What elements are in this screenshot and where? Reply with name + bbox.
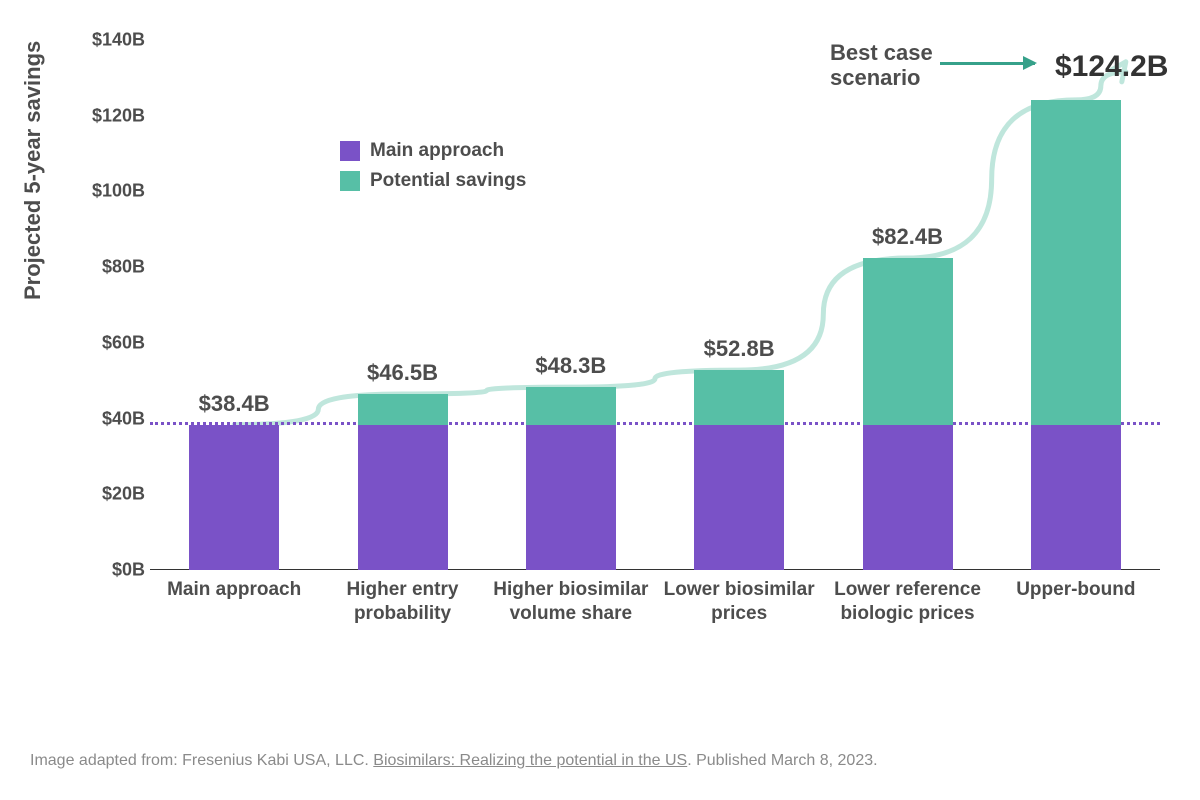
bar-segment-potential xyxy=(863,258,953,425)
legend-item-potential: Potential savings xyxy=(340,170,526,192)
category-label: Main approach xyxy=(154,578,314,602)
annotation-label: Best case scenario xyxy=(830,40,933,91)
bar-segment-main xyxy=(694,425,784,570)
x-axis-line xyxy=(150,569,1160,570)
bar-segment-potential xyxy=(1031,100,1121,425)
chart-container: Projected 5-year savings $0B$20B$40B$60B… xyxy=(0,0,1200,800)
category-label: Higher entry probability xyxy=(323,578,483,626)
footnote-underlined: Biosimilars: Realizing the potential in … xyxy=(373,752,687,769)
category-label: Higher biosimilar volume share xyxy=(491,578,651,626)
y-axis-title: Projected 5-year savings xyxy=(20,41,46,300)
bar-segment-main xyxy=(863,425,953,570)
bar-segment-potential xyxy=(358,394,448,425)
annotation-line1: Best case xyxy=(830,40,933,65)
annotation-line2: scenario xyxy=(830,65,921,90)
legend-item-main: Main approach xyxy=(340,140,504,162)
bar-total-label: $82.4B xyxy=(818,224,998,250)
y-tick: $20B xyxy=(75,484,145,505)
y-tick: $80B xyxy=(75,257,145,278)
bar-segment-main xyxy=(189,425,279,570)
legend-label-main: Main approach xyxy=(370,140,504,161)
bar-total-label: $46.5B xyxy=(313,360,493,386)
y-tick: $120B xyxy=(75,105,145,126)
bar-segment-potential xyxy=(694,370,784,425)
category-label: Upper-bound xyxy=(996,578,1156,602)
baseline-dotted xyxy=(150,422,1160,425)
trend-curve xyxy=(150,40,1160,570)
footnote-prefix: Image adapted from: Fresenius Kabi USA, … xyxy=(30,752,373,769)
bar-segment-main xyxy=(526,425,616,570)
annotation-arrow xyxy=(940,62,1035,65)
bar-total-label: $48.3B xyxy=(481,353,661,379)
y-tick: $60B xyxy=(75,332,145,353)
annotation-big-value: $124.2B xyxy=(1055,50,1168,84)
bar-segment-main xyxy=(1031,425,1121,570)
category-label: Lower reference biologic prices xyxy=(828,578,988,626)
bar-total-label: $38.4B xyxy=(144,391,324,417)
category-label: Lower biosimilar prices xyxy=(659,578,819,626)
y-tick: $140B xyxy=(75,30,145,51)
footnote-suffix: . Published March 8, 2023. xyxy=(687,752,877,769)
y-tick: $0B xyxy=(75,560,145,581)
bar-segment-main xyxy=(358,425,448,570)
footnote: Image adapted from: Fresenius Kabi USA, … xyxy=(30,752,878,770)
legend-swatch-potential xyxy=(340,171,360,191)
y-tick: $100B xyxy=(75,181,145,202)
plot-area: $0B$20B$40B$60B$80B$100B$120B$140B$38.4B… xyxy=(150,40,1160,570)
legend-swatch-main xyxy=(340,141,360,161)
legend-label-potential: Potential savings xyxy=(370,170,526,191)
y-tick: $40B xyxy=(75,408,145,429)
bar-total-label: $52.8B xyxy=(649,336,829,362)
bar-segment-potential xyxy=(526,387,616,424)
